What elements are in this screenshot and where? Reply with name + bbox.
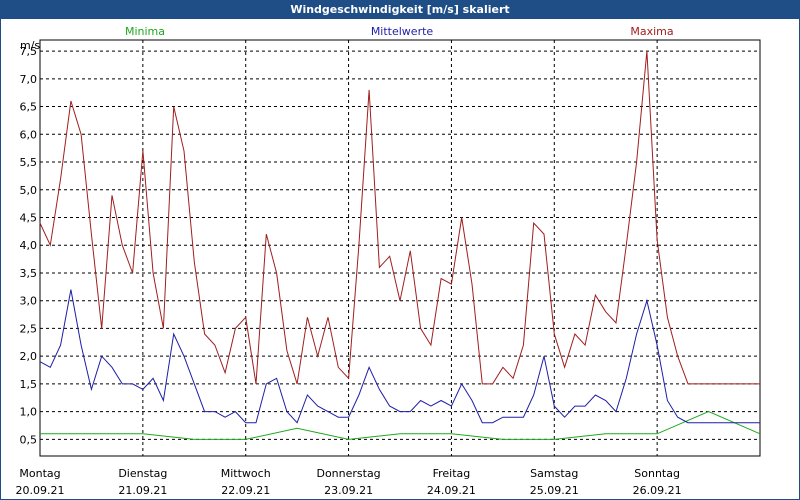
- series-line-maxima: [39, 51, 760, 385]
- x-tick-day-label: Freitag: [433, 467, 471, 480]
- legend-maxima: Maxima: [630, 25, 673, 38]
- y-tick-label: 4,5: [20, 211, 38, 224]
- y-axis-unit-label: m/s: [20, 39, 40, 52]
- x-tick-day-label: Montag: [19, 467, 60, 480]
- y-tick-label: 3,0: [20, 295, 38, 308]
- x-tick-date-label: 23.09.21: [324, 484, 373, 497]
- y-tick-label: 6,5: [20, 101, 38, 114]
- y-tick-label: 1,0: [20, 406, 38, 419]
- legend-mittelwerte: Mittelwerte: [371, 25, 434, 38]
- x-tick-date-label: 26.09.21: [633, 484, 682, 497]
- chart-title: Windgeschwindigkeit [m/s] skaliert: [1, 1, 799, 19]
- x-tick-day-label: Samstag: [530, 467, 578, 480]
- y-tick-label: 1,5: [20, 378, 38, 391]
- y-tick-label: 7,5: [20, 45, 38, 58]
- series-line-minima: [40, 411, 761, 440]
- y-tick-label: 0,5: [20, 433, 38, 446]
- x-tick-date-label: 25.09.21: [530, 484, 579, 497]
- y-tick-label: 2,0: [20, 350, 38, 363]
- y-tick-label: 7,0: [20, 73, 38, 86]
- x-tick-day-label: Mittwoch: [221, 467, 271, 480]
- y-tick-label: 5,0: [20, 184, 38, 197]
- y-tick-label: 4,0: [20, 239, 38, 252]
- y-tick-label: 6,0: [20, 128, 38, 141]
- x-tick-date-label: 21.09.21: [118, 484, 167, 497]
- series-line-mittelwerte: [39, 289, 760, 424]
- plot-area-border: [39, 39, 761, 457]
- y-tick-label: 2,5: [20, 322, 38, 335]
- x-tick-day-label: Donnerstag: [316, 467, 380, 480]
- y-tick-label: 3,5: [20, 267, 38, 280]
- x-tick-date-label: 20.09.21: [16, 484, 65, 497]
- x-tick-day-label: Sonntag: [634, 467, 680, 480]
- y-tick-label: 5,5: [20, 156, 38, 169]
- x-tick-date-label: 22.09.21: [221, 484, 270, 497]
- x-tick-day-label: Dienstag: [118, 467, 167, 480]
- x-tick-date-label: 24.09.21: [427, 484, 476, 497]
- legend-minima: Minima: [125, 25, 165, 38]
